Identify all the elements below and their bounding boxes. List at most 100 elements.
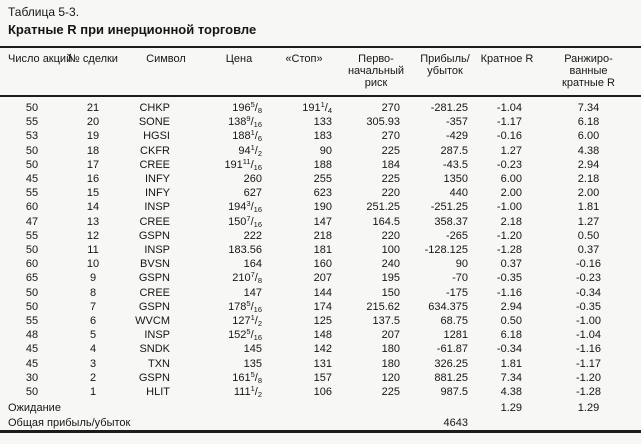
cell-price: 1943/16 [228,200,262,215]
cell-trade-no: 3 [89,357,97,370]
cell-ranked-r: -1.28 [575,386,602,399]
cell-r-multiple: -1.28 [496,244,522,257]
cell-profit-loss: 634.375 [428,300,468,313]
column-header-r-multiple: Кратное R [480,53,534,65]
cell-initial-risk: 184 [381,158,400,171]
bottom-rule [0,430,641,434]
expectancy-ranked-r: 1.29 [577,402,600,415]
cell-initial-risk: 150 [381,286,400,299]
table-caption-number: Таблица 5-3. [8,5,80,19]
cell-symbol: INFY [144,173,170,186]
expectancy-row: Ожидание 1.29 1.29 [0,399,641,416]
cell-r-multiple: -1.20 [496,229,522,242]
cell-symbol: INSP [144,329,170,342]
table-row: 50 7 GSPN 1785/16 174 215.62 634.375 2.94 -0.35 [0,300,641,314]
cell-trade-no: 8 [89,286,97,299]
cell-shares: 50 [25,300,39,313]
table-row: 47 13 CREE 1507/16 147 164.5 358.37 2.18 1.27 [0,215,641,229]
table-row: 45 16 INFY 260 255 225 1350 6.00 2.18 [0,172,641,186]
cell-symbol: HGSI [143,130,170,143]
total-profit-loss: 4643 [443,416,468,429]
cell-profit-loss: 326.25 [434,357,468,370]
cell-stop: 160 [313,258,332,271]
cell-r-multiple: -1.00 [496,201,522,214]
table-row: 50 21 CHKP 1965/8 1911/4 270 -281.25 -1.04 7.34 [0,96,641,115]
cell-shares: 65 [25,272,39,285]
cell-r-multiple: 1.81 [500,357,522,370]
cell-shares: 55 [25,315,39,328]
cell-r-multiple: -1.16 [496,286,522,299]
cell-stop: 131 [313,357,332,370]
cell-profit-loss: 358.37 [434,215,468,228]
cell-profit-loss: 287.5 [440,144,468,157]
cell-ranked-r: 2.00 [577,187,600,200]
cell-stop: 255 [313,173,332,186]
expectancy-r-multiple: 1.29 [500,402,522,415]
cell-symbol: GSPN [138,300,170,313]
table-row: 45 3 TXN 135 131 180 326.25 1.81 -1.17 [0,357,641,371]
table-header: Число акций № сделки Символ Цена «Стоп» Перво… [0,48,641,96]
cell-trade-no: 5 [89,329,97,342]
cell-price: 183.56 [228,244,262,257]
cell-trade-no: 16 [86,173,100,186]
table-footer: Ожидание 1.29 1.29 Общая прибыль/убыток 4643 [0,399,641,430]
footer-empty-cell [478,416,641,431]
cell-shares: 55 [25,187,39,200]
cell-stop: 174 [313,300,332,313]
cell-stop: 133 [313,116,332,129]
cell-shares: 47 [25,215,39,228]
cell-ranked-r: -1.16 [575,343,602,356]
cell-profit-loss: -70 [452,272,468,285]
column-header-symbol: Символ [146,53,186,65]
cell-shares: 50 [25,386,39,399]
cell-r-multiple: 6.18 [500,329,522,342]
table-row: 50 17 CREE 19111/16 188 184 -43.5 -0.23 2.94 [0,158,641,172]
table-row: 55 12 GSPN 222 218 220 -265 -1.20 0.50 [0,229,641,243]
cell-symbol: SNDK [139,343,170,356]
cell-stop: 148 [313,329,332,342]
cell-symbol: GSPN [138,272,170,285]
cell-stop: 1911/4 [302,100,332,115]
cell-ranked-r: 6.18 [577,116,600,129]
cell-symbol: INSP [144,244,170,257]
cell-profit-loss: 881.25 [434,371,468,384]
cell-stop: 144 [313,286,332,299]
cell-stop: 106 [313,386,332,399]
cell-initial-risk: 220 [381,229,400,242]
cell-price: 1965/8 [232,100,262,115]
column-header-ranked-r: Ранжиро-ванные кратные R [562,53,615,89]
column-header-trade-no: № сделки [68,53,118,65]
table-row: 53 19 HGSI 1881/6 183 270 -429 -0.16 6.00 [0,129,641,143]
r-multiples-table: Число акций № сделки Символ Цена «Стоп» Перво… [0,48,641,430]
cell-r-multiple: 0.50 [500,315,522,328]
cell-stop: 218 [313,229,332,242]
cell-price: 260 [243,173,262,186]
table-row: 55 20 SONE 1389/16 133 305.93 -357 -1.17 6.18 [0,115,641,129]
cell-r-multiple: 1.27 [500,144,522,157]
cell-profit-loss: -43.5 [442,158,468,171]
cell-stop: 157 [313,371,332,384]
cell-stop: 147 [313,215,332,228]
cell-trade-no: 7 [89,300,97,313]
cell-profit-loss: -175 [445,286,468,299]
cell-shares: 60 [25,201,39,214]
cell-initial-risk: 120 [381,371,400,384]
cell-initial-risk: 225 [381,144,400,157]
cell-trade-no: 1 [89,386,97,399]
cell-ranked-r: -1.20 [575,371,602,384]
cell-ranked-r: -0.35 [575,300,602,313]
cell-price: 627 [243,187,262,200]
cell-r-multiple: 7.34 [500,371,522,384]
table-row: 50 11 INSP 183.56 181 100 -128.125 -1.28 0.37 [0,243,641,257]
table-row: 60 10 BVSN 164 160 240 90 0.37 -0.16 [0,257,641,271]
cell-trade-no: 6 [89,315,97,328]
cell-ranked-r: -0.34 [575,286,602,299]
cell-symbol: HLIT [146,386,170,399]
cell-ranked-r: -0.16 [575,258,602,271]
cell-trade-no: 13 [86,215,100,228]
cell-profit-loss: 987.5 [440,386,468,399]
cell-trade-no: 12 [86,229,100,242]
cell-symbol: GSPN [138,229,170,242]
cell-profit-loss: 90 [455,258,468,271]
